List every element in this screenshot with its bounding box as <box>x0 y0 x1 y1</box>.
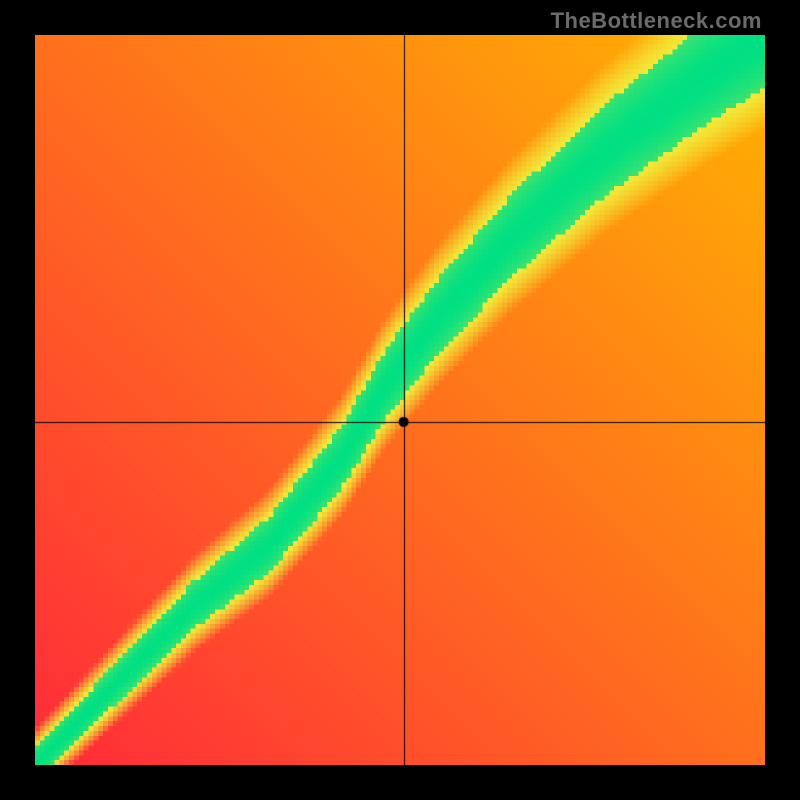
watermark-text: TheBottleneck.com <box>551 8 762 34</box>
bottleneck-heatmap <box>35 35 765 765</box>
chart-container: TheBottleneck.com <box>0 0 800 800</box>
